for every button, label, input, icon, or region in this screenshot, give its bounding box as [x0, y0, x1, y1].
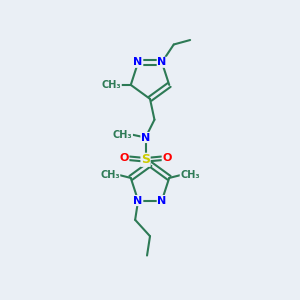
Text: CH₃: CH₃ — [102, 80, 121, 90]
Text: O: O — [119, 153, 129, 163]
Text: O: O — [162, 153, 172, 163]
Text: N: N — [134, 196, 143, 206]
Text: N: N — [157, 196, 167, 206]
Text: CH₃: CH₃ — [113, 130, 133, 140]
Text: N: N — [141, 133, 150, 142]
Text: CH₃: CH₃ — [100, 170, 120, 180]
Text: N: N — [134, 57, 143, 67]
Text: CH₃: CH₃ — [180, 170, 200, 180]
Text: S: S — [141, 153, 150, 166]
Text: N: N — [157, 57, 167, 67]
